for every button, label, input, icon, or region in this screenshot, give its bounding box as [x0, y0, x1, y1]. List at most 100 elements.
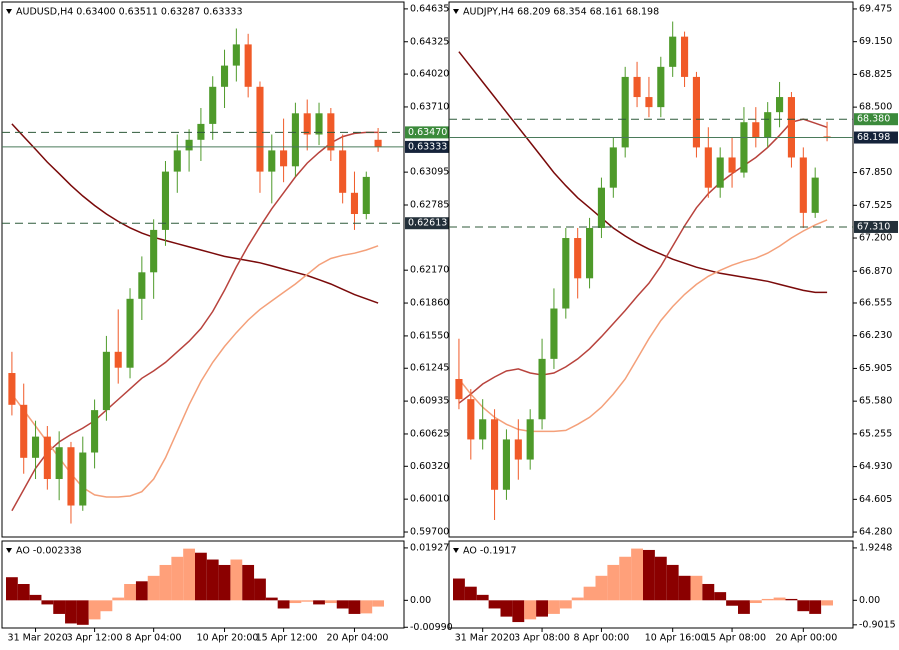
price-label: 0.63333 — [408, 141, 447, 152]
y-tick-label: 0.00 — [410, 595, 431, 606]
x-tick-label: 15 Apr 08:00 — [704, 633, 766, 644]
candle-body — [799, 157, 807, 213]
candle-body — [526, 419, 534, 460]
ao-bar — [135, 581, 148, 601]
ao-bar — [797, 600, 810, 612]
chart-title: AUDUSD,H4 0.63400 0.63511 0.63287 0.6333… — [16, 7, 243, 18]
moving-average — [11, 245, 379, 498]
ao-bar — [702, 583, 715, 601]
ao-bar — [536, 600, 548, 617]
y-tick-label: 0.62785 — [410, 199, 449, 210]
y-tick-label: 0.60935 — [410, 396, 449, 407]
ao-bar — [595, 575, 608, 601]
candle-body — [126, 298, 134, 368]
y-tick-label: 67.850 — [859, 167, 892, 178]
ao-bar — [773, 597, 786, 601]
chart-title: AO -0.002338 — [16, 546, 82, 557]
candle-body — [280, 150, 288, 167]
candle-body — [514, 439, 522, 460]
moving-average — [11, 123, 379, 304]
candle-body — [161, 171, 170, 230]
ao-bar — [666, 564, 679, 601]
candle-body — [645, 97, 653, 108]
candle-body — [220, 65, 229, 87]
y-tick-label: 0.61860 — [410, 298, 449, 309]
chart-title: AO -0.1917 — [463, 546, 517, 557]
ao-bar — [242, 564, 255, 601]
y-tick-label: 67.200 — [859, 233, 892, 244]
candle-body — [114, 351, 122, 368]
candle-body — [609, 147, 617, 188]
candle-body — [657, 66, 665, 108]
candle-body — [550, 308, 558, 359]
candle-body — [362, 176, 370, 215]
y-tick-label: 69.475 — [859, 3, 892, 14]
candle-body — [574, 238, 582, 279]
candle-body — [244, 44, 252, 87]
y-tick-label: 67.525 — [859, 200, 892, 211]
ao-bar — [524, 600, 537, 620]
candle-body — [173, 150, 181, 172]
ao-bar — [360, 600, 373, 614]
ao-bar — [289, 600, 302, 604]
candle-body — [764, 112, 772, 138]
candle-body — [67, 447, 75, 506]
ao-bar — [690, 575, 703, 601]
candle-body — [669, 36, 677, 67]
y-tick-label: 0.64325 — [410, 36, 449, 47]
candle-body — [8, 373, 16, 405]
price-label: 67.310 — [857, 221, 890, 232]
y-tick-label: 0.61550 — [410, 330, 449, 341]
ao-bar — [488, 600, 501, 609]
ao-bar — [453, 578, 465, 601]
price-label-box — [854, 113, 898, 126]
candle-body — [232, 44, 240, 66]
ao-bar — [254, 578, 266, 601]
y-tick-label: 66.230 — [859, 330, 892, 341]
candle-body — [491, 419, 499, 490]
y-tick-label: 68.825 — [859, 69, 892, 80]
y-tick-label: 0.61245 — [410, 363, 449, 374]
title-arrow — [453, 9, 459, 14]
y-tick-label: 64.280 — [859, 527, 892, 538]
ao-bar — [726, 600, 738, 606]
ao-bar — [372, 600, 384, 607]
candle-body — [597, 187, 605, 228]
candle-body — [467, 399, 475, 440]
candle-body — [31, 436, 40, 458]
candle-body — [350, 192, 359, 215]
y-tick-label: 0.63095 — [410, 167, 449, 178]
y-tick-label: 68.500 — [859, 102, 892, 113]
chart-title: AUDJPY,H4 68.209 68.354 68.161 68.198 — [463, 7, 659, 18]
ao-bar — [29, 594, 42, 601]
candle-body — [91, 410, 99, 453]
price-label-box — [854, 220, 898, 233]
ao-bar — [500, 600, 513, 617]
ao-bar — [631, 548, 643, 601]
moving-average — [11, 131, 379, 512]
candle-body — [327, 113, 335, 151]
x-tick-label: 8 Apr 00:00 — [573, 633, 629, 644]
x-tick-label: 8 Apr 04:00 — [126, 633, 182, 644]
ao-bar — [88, 600, 101, 620]
ao-bar — [265, 597, 278, 601]
candle-body — [185, 139, 193, 151]
candle-body — [256, 86, 264, 172]
title-bg — [15, 545, 83, 557]
candle-body — [740, 122, 748, 173]
ao-bar — [313, 600, 325, 605]
ao-bar — [171, 556, 184, 601]
y-tick-label: 64.605 — [859, 494, 892, 505]
title-bg — [462, 545, 518, 557]
candle-body — [586, 227, 594, 279]
y-tick-label: 0.60625 — [410, 428, 449, 439]
ao-bar — [571, 597, 584, 601]
price-label-box — [854, 131, 898, 144]
price-label: 68.198 — [857, 132, 890, 143]
candle-body — [303, 113, 311, 135]
ao-bar — [348, 600, 361, 614]
y-tick-label: 0.60320 — [410, 461, 449, 472]
y-tick-label: -0.9015 — [859, 619, 896, 630]
